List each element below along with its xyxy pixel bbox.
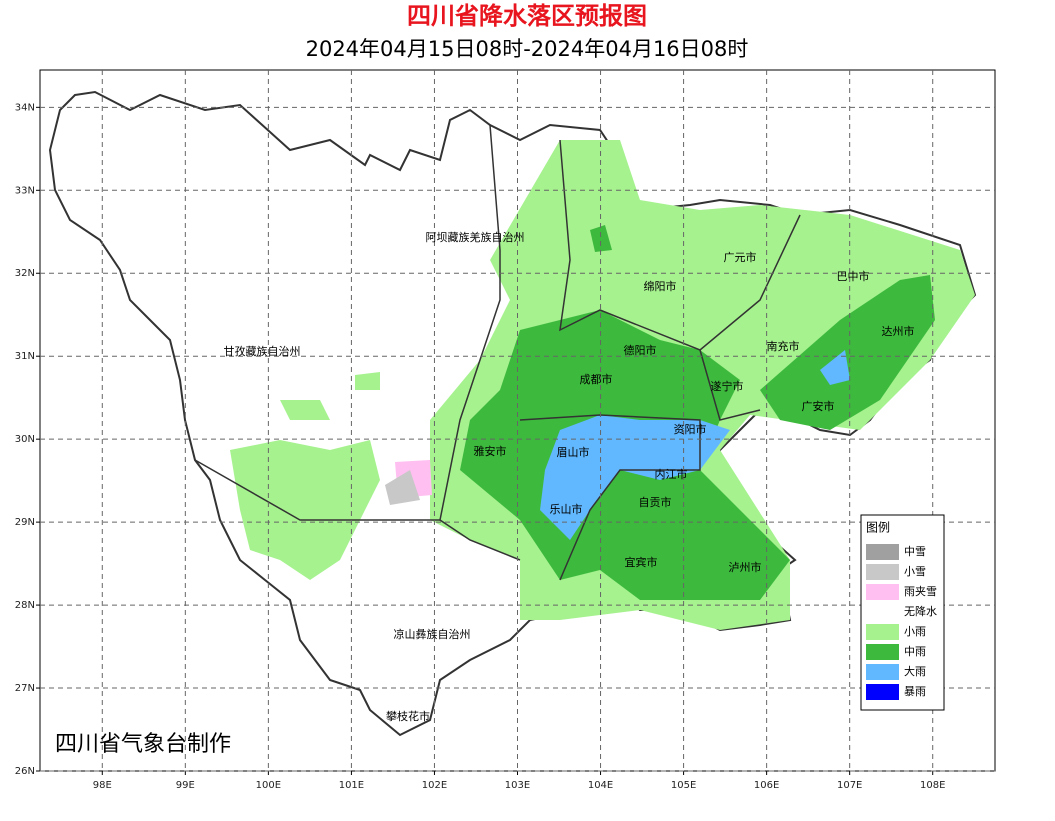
legend-title: 图例	[866, 521, 890, 535]
legend-swatch	[866, 684, 899, 700]
region-label: 乐山市	[550, 502, 583, 516]
title: 四川省降水落区预报图	[407, 2, 647, 30]
grid: 98E 99E 100E 101E 102E 103E 104E 105E 106E 107E 10…	[15, 70, 995, 791]
legend-swatch	[866, 544, 899, 560]
region-label: 雅安市	[474, 444, 507, 458]
y-tick-label: 30N	[15, 434, 35, 445]
region-label: 甘孜藏族自治州	[224, 344, 301, 358]
region-label: 遂宁市	[711, 379, 744, 393]
x-tick-label: 106E	[754, 780, 779, 791]
region-label: 成都市	[580, 372, 613, 386]
legend-label: 雨夹雪	[904, 585, 937, 598]
y-tick-label: 26N	[15, 766, 35, 777]
x-tick-label: 104E	[588, 780, 613, 791]
moderate-rain-area	[590, 225, 612, 252]
region-label: 南充市	[767, 339, 800, 353]
region-label: 广安市	[802, 399, 835, 413]
city-border	[194, 459, 440, 521]
credit: 四川省气象台制作	[55, 732, 231, 757]
moderate-rain-area	[760, 275, 935, 430]
light-rain-area	[355, 372, 380, 390]
region-label: 巴中市	[837, 269, 870, 283]
region-label: 自贡市	[639, 495, 672, 509]
legend-swatch	[866, 624, 899, 640]
y-tick-label: 28N	[15, 600, 35, 611]
x-tick-label: 98E	[93, 780, 112, 791]
legend-label: 小雨	[904, 625, 926, 638]
legend-label: 大雨	[904, 664, 926, 678]
light-snow-area	[385, 470, 420, 505]
region-label: 绵阳市	[644, 279, 677, 293]
legend-label: 无降水	[904, 604, 937, 618]
region-label: 泸州市	[729, 560, 762, 574]
province	[48, 90, 977, 737]
y-tick-label: 27N	[15, 683, 35, 694]
x-tick-label: 108E	[920, 780, 945, 791]
x-tick-label: 99E	[176, 780, 195, 791]
legend-swatch	[866, 644, 899, 660]
city-border	[559, 139, 801, 351]
y-tick-label: 29N	[15, 517, 35, 528]
x-tick-label: 107E	[837, 780, 862, 791]
subtitle: 2024年04月15日08时-2024年04月16日08时	[306, 37, 749, 61]
legend-swatch	[866, 604, 899, 620]
heavy-rain-area	[820, 350, 850, 385]
city-border	[439, 124, 521, 561]
region-label: 德阳市	[624, 343, 657, 357]
region-label: 凉山彝族自治州	[394, 627, 471, 641]
x-tick-label: 105E	[671, 780, 696, 791]
region-label: 攀枝花市	[386, 709, 430, 723]
region-label: 内江市	[655, 467, 688, 481]
legend-label: 暴雨	[904, 685, 926, 698]
region-label: 资阳市	[674, 422, 707, 436]
light-rain-area	[280, 400, 330, 420]
x-tick-label: 100E	[256, 780, 281, 791]
x-tick-label: 101E	[339, 780, 364, 791]
y-tick-label: 32N	[15, 268, 35, 279]
legend-label: 中雨	[904, 645, 926, 658]
x-tick-label: 102E	[422, 780, 447, 791]
x-tick-label: 103E	[505, 780, 530, 791]
legend-label: 小雪	[904, 565, 926, 578]
region-label: 广元市	[724, 250, 757, 264]
y-tick-label: 31N	[15, 351, 35, 362]
heavy-rain-area	[540, 415, 730, 540]
legend-swatch	[866, 564, 899, 580]
city-border	[519, 414, 701, 581]
region-label: 眉山市	[557, 445, 590, 459]
legend-swatch	[866, 664, 899, 680]
region-label: 达州市	[882, 324, 915, 338]
region-label: 阿坝藏族羌族自治州	[426, 230, 525, 244]
legend-swatch	[866, 584, 899, 600]
city-border	[699, 349, 761, 421]
legend-label: 中雪	[904, 545, 926, 558]
y-tick-label: 33N	[15, 185, 35, 196]
y-tick-label: 34N	[15, 102, 35, 113]
light-rain-area	[230, 440, 380, 580]
region-label: 宜宾市	[625, 555, 658, 569]
